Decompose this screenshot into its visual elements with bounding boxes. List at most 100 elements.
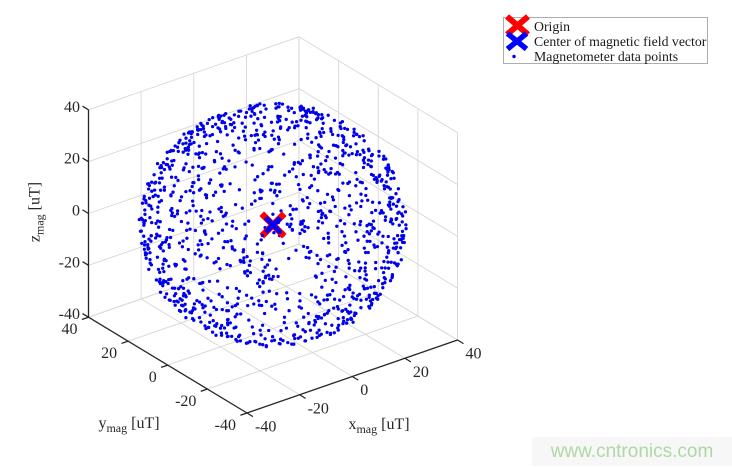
data-point [154,278,159,282]
data-point [310,336,314,340]
data-point [331,143,336,147]
data-point [314,111,318,115]
data-point [220,228,225,232]
data-point [380,282,385,286]
data-point [267,165,271,169]
data-point [294,120,299,124]
data-point [304,126,308,130]
data-point [353,269,357,273]
data-point [354,184,358,188]
legend-label-datapoints: Magnetometer data points [534,49,679,64]
data-point [222,165,227,169]
data-point [258,328,262,332]
data-point [343,288,347,292]
data-point [321,116,325,120]
data-point [289,222,293,226]
data-point [294,207,298,211]
data-point [184,267,188,271]
data-point [401,205,405,209]
data-point [355,132,359,136]
data-point [359,204,363,209]
data-point [188,139,192,143]
data-point [233,248,237,252]
data-point [357,134,362,139]
data-point [323,322,328,326]
data-point [259,124,264,128]
data-point [192,277,196,281]
data-point [210,330,215,334]
data-point [328,331,333,335]
data-point [286,105,290,109]
axis-ticks [81,105,464,418]
data-point [237,136,241,140]
legend-row-datapoints: Magnetometer data points [504,49,707,64]
data-point [261,133,266,137]
data-point [267,289,271,293]
data-point [225,309,229,313]
data-point [156,219,160,223]
data-point [298,231,302,236]
data-point [218,171,222,175]
data-point [284,326,289,330]
data-point [316,171,321,175]
data-point [229,239,233,243]
data-point [394,217,398,222]
data-point [390,169,394,174]
data-point [336,328,340,332]
data-point [382,187,387,191]
data-point [366,198,370,202]
data-point [347,193,352,198]
data-point [395,233,400,238]
data-point [190,316,195,321]
data-point [186,145,191,149]
data-point [194,152,198,156]
y-tick-label: -40 [215,417,236,434]
data-point [259,196,263,201]
data-point [335,304,340,309]
data-point [258,342,262,346]
data-point [148,251,152,255]
data-point [396,251,400,255]
data-point [184,308,188,312]
data-point [215,279,220,283]
data-point [146,242,150,247]
data-point [220,307,224,312]
data-point [196,177,201,182]
data-point [156,267,161,272]
data-point [285,297,290,301]
data-point [351,134,356,138]
data-point [143,208,147,212]
data-point [330,323,334,327]
data-point [323,278,327,283]
data-point [245,274,250,278]
data-point [330,132,335,137]
data-point [377,201,382,205]
data-point [233,165,237,169]
data-point [294,175,298,179]
data-point [228,182,232,186]
data-point [330,277,334,281]
data-point [319,215,324,220]
data-point [307,321,311,326]
data-point [138,229,143,233]
data-point [197,127,201,132]
data-point [196,152,201,156]
data-point [176,178,180,183]
data-point [269,148,273,152]
data-point [371,173,375,178]
data-point [363,261,368,265]
data-point [217,207,221,211]
data-point [303,339,307,343]
data-point [228,263,232,268]
data-point [314,136,318,140]
data-point [148,216,152,220]
axis-lines [87,109,458,414]
data-point [261,172,265,176]
data-point [267,328,271,333]
data-point [178,198,182,203]
data-point [327,241,331,245]
data-point [153,236,158,240]
data-point [328,293,332,297]
data-point [255,250,260,255]
